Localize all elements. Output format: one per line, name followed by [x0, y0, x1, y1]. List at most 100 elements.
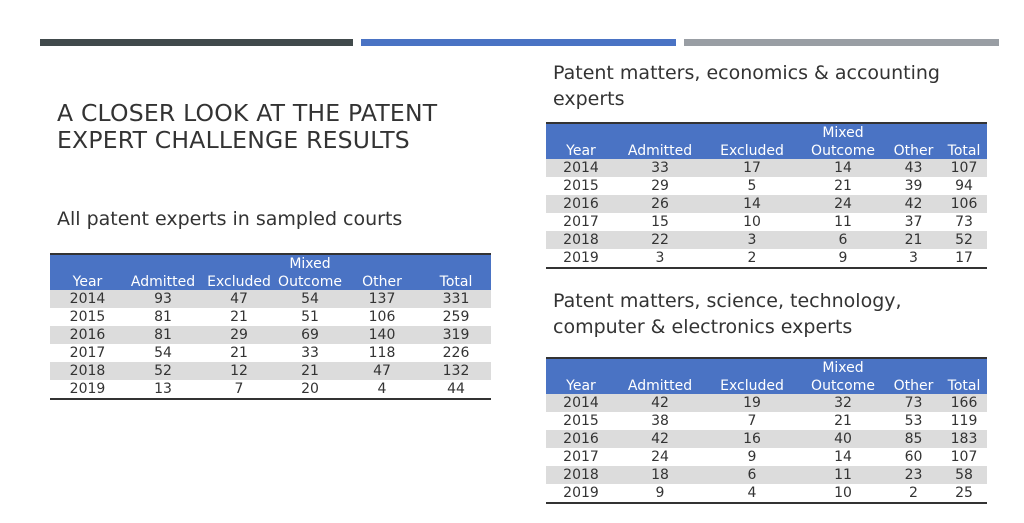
- value-cell: 43: [886, 159, 941, 177]
- value-cell: 319: [421, 326, 491, 344]
- year-cell: 2015: [546, 412, 616, 430]
- table-row: 2017 54 21 33 118 226: [50, 344, 491, 362]
- value-cell: 73: [886, 394, 941, 412]
- value-cell: 183: [941, 430, 987, 448]
- value-cell: 107: [941, 448, 987, 466]
- value-cell: 13: [125, 380, 201, 400]
- table-row: 2018 18 6 11 23 58: [546, 466, 987, 484]
- slide-title: A CLOSER LOOK AT THE PATENT EXPERT CHALL…: [57, 99, 438, 154]
- value-cell: 53: [886, 412, 941, 430]
- year-cell: 2016: [546, 195, 616, 213]
- header-outcome: Outcome: [800, 141, 886, 159]
- table-row: 2014 93 47 54 137 331: [50, 290, 491, 308]
- value-cell: 85: [886, 430, 941, 448]
- value-cell: 11: [800, 213, 886, 231]
- value-cell: 3: [704, 231, 800, 249]
- accent-bar-dark: [40, 39, 353, 46]
- table-row: 2019 9 4 10 2 25: [546, 484, 987, 504]
- header-excluded: Excluded: [704, 141, 800, 159]
- value-cell: 21: [886, 231, 941, 249]
- header-mixed: Mixed: [800, 122, 886, 141]
- year-cell: 2017: [50, 344, 125, 362]
- value-cell: 47: [201, 290, 277, 308]
- table-row: 2015 38 7 21 53 119: [546, 412, 987, 430]
- table-row: 2014 42 19 32 73 166: [546, 394, 987, 412]
- value-cell: 9: [616, 484, 704, 504]
- value-cell: 44: [421, 380, 491, 400]
- value-cell: 140: [343, 326, 421, 344]
- value-cell: 118: [343, 344, 421, 362]
- header-year: Year: [546, 141, 616, 159]
- value-cell: 54: [125, 344, 201, 362]
- value-cell: 24: [616, 448, 704, 466]
- value-cell: 21: [800, 177, 886, 195]
- value-cell: 12: [201, 362, 277, 380]
- value-cell: 37: [886, 213, 941, 231]
- value-cell: 33: [277, 344, 343, 362]
- value-cell: 81: [125, 326, 201, 344]
- value-cell: 52: [125, 362, 201, 380]
- year-cell: 2017: [546, 448, 616, 466]
- value-cell: 9: [704, 448, 800, 466]
- header-mixed: Mixed: [800, 357, 886, 376]
- table-row: 2016 42 16 40 85 183: [546, 430, 987, 448]
- year-cell: 2019: [546, 249, 616, 269]
- economics-experts-table: Mixed Year Admitted Excluded Outcome Oth…: [546, 122, 987, 269]
- value-cell: 137: [343, 290, 421, 308]
- table-row: 2014 33 17 14 43 107: [546, 159, 987, 177]
- value-cell: 107: [941, 159, 987, 177]
- year-cell: 2018: [50, 362, 125, 380]
- year-cell: 2018: [546, 231, 616, 249]
- value-cell: 106: [941, 195, 987, 213]
- value-cell: 42: [616, 394, 704, 412]
- value-cell: 81: [125, 308, 201, 326]
- value-cell: 47: [343, 362, 421, 380]
- value-cell: 7: [704, 412, 800, 430]
- table-row: 2016 81 29 69 140 319: [50, 326, 491, 344]
- value-cell: 3: [886, 249, 941, 269]
- value-cell: 24: [800, 195, 886, 213]
- value-cell: 42: [886, 195, 941, 213]
- value-cell: 119: [941, 412, 987, 430]
- header-other: Other: [886, 141, 941, 159]
- value-cell: 73: [941, 213, 987, 231]
- value-cell: 94: [941, 177, 987, 195]
- accent-bar-blue: [361, 39, 676, 46]
- value-cell: 4: [343, 380, 421, 400]
- value-cell: 29: [201, 326, 277, 344]
- header-excluded: Excluded: [201, 272, 277, 290]
- value-cell: 3: [616, 249, 704, 269]
- value-cell: 69: [277, 326, 343, 344]
- year-cell: 2014: [546, 394, 616, 412]
- value-cell: 26: [616, 195, 704, 213]
- value-cell: 21: [201, 308, 277, 326]
- value-cell: 23: [886, 466, 941, 484]
- value-cell: 15: [616, 213, 704, 231]
- value-cell: 132: [421, 362, 491, 380]
- value-cell: 60: [886, 448, 941, 466]
- value-cell: 16: [704, 430, 800, 448]
- value-cell: 42: [616, 430, 704, 448]
- table-caption-science: Patent matters, science, technology, com…: [553, 290, 902, 338]
- year-cell: 2015: [50, 308, 125, 326]
- table-row: 2019 3 2 9 3 17: [546, 249, 987, 269]
- header-year: Year: [546, 376, 616, 394]
- all-experts-table: Mixed Year Admitted Excluded Outcome Oth…: [50, 253, 491, 400]
- value-cell: 5: [704, 177, 800, 195]
- header-admitted: Admitted: [616, 141, 704, 159]
- table-row: 2015 81 21 51 106 259: [50, 308, 491, 326]
- value-cell: 6: [800, 231, 886, 249]
- value-cell: 52: [941, 231, 987, 249]
- year-cell: 2019: [546, 484, 616, 504]
- value-cell: 33: [616, 159, 704, 177]
- table-row: 2017 15 10 11 37 73: [546, 213, 987, 231]
- table-row: 2018 52 12 21 47 132: [50, 362, 491, 380]
- table-row: 2019 13 7 20 4 44: [50, 380, 491, 400]
- header-admitted: Admitted: [125, 272, 201, 290]
- value-cell: 10: [800, 484, 886, 504]
- year-cell: 2014: [546, 159, 616, 177]
- value-cell: 58: [941, 466, 987, 484]
- value-cell: 21: [201, 344, 277, 362]
- value-cell: 7: [201, 380, 277, 400]
- header-outcome: Outcome: [800, 376, 886, 394]
